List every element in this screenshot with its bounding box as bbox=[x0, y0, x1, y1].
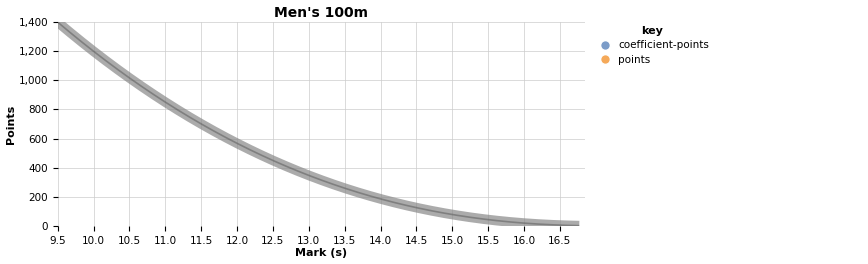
Legend: coefficient-points, points: coefficient-points, points bbox=[590, 22, 713, 69]
X-axis label: Mark (s): Mark (s) bbox=[295, 248, 347, 258]
Y-axis label: Points: Points bbox=[5, 104, 16, 144]
Title: Men's 100m: Men's 100m bbox=[274, 6, 368, 20]
